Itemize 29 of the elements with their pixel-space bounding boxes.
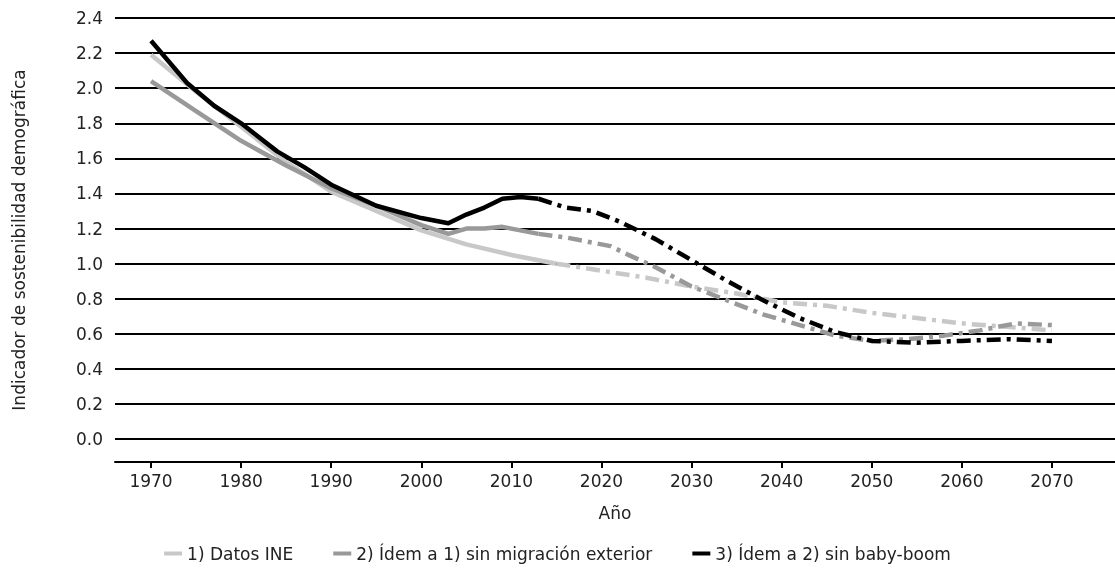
y-axis-title: Indicador de sostenibilidad demográfica <box>8 69 29 411</box>
y-tick-label: 2.0 <box>75 78 103 99</box>
y-tick-label: 0.6 <box>75 323 103 344</box>
x-tick-label: 2000 <box>399 470 443 491</box>
x-tick-label: 1980 <box>219 470 263 491</box>
x-tick-label: 2070 <box>1030 470 1074 491</box>
y-tick-label: 1.6 <box>75 148 103 169</box>
x-tick-label: 2030 <box>669 470 714 491</box>
x-tick-label: 2050 <box>850 470 894 491</box>
y-tick-label: 0.8 <box>75 288 103 309</box>
x-tick-label: 2040 <box>760 470 804 491</box>
y-tick-label: 1.4 <box>75 183 103 204</box>
y-tick-label: 1.8 <box>75 113 103 134</box>
y-tick-label: 0.0 <box>75 429 103 450</box>
y-tick-label: 1.0 <box>75 253 103 274</box>
x-tick-label: 2010 <box>489 470 534 491</box>
x-axis-title: Año <box>598 502 632 523</box>
y-tick-label: 2.4 <box>75 8 103 28</box>
x-tick-label: 2020 <box>579 470 624 491</box>
y-tick-label: 0.2 <box>75 394 103 415</box>
y-tick-label: 2.2 <box>75 43 103 64</box>
y-tick-label: 0.4 <box>75 358 103 379</box>
x-tick-label: 1990 <box>309 470 353 491</box>
legend-label: 3) Ídem a 2) sin baby-boom <box>715 542 951 564</box>
x-tick-label: 2060 <box>940 470 984 491</box>
x-tick-label: 1970 <box>129 470 173 491</box>
legend-label: 2) Ídem a 1) sin migración exterior <box>356 542 653 564</box>
y-tick-label: 1.2 <box>75 218 103 239</box>
legend-label: 1) Datos INE <box>187 543 294 564</box>
